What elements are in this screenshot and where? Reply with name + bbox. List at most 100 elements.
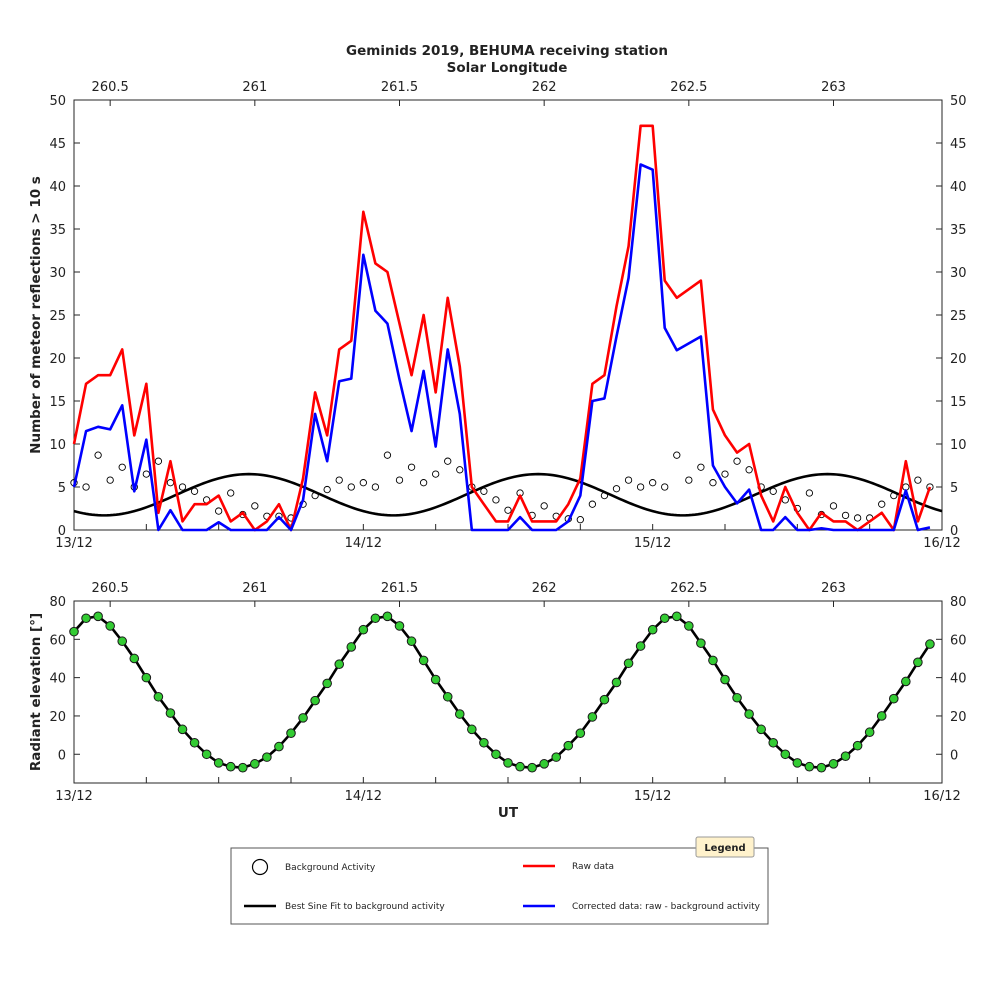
radiant-elevation-marker bbox=[81, 613, 91, 624]
radiant-elevation-marker bbox=[901, 676, 911, 687]
background-activity-marker bbox=[661, 483, 669, 491]
background-activity-marker bbox=[407, 463, 416, 471]
background-activity-markers bbox=[70, 451, 934, 524]
elev-date-tick-label: 13/12 bbox=[55, 789, 92, 804]
background-activity-marker bbox=[359, 479, 367, 487]
y-tick-label-left: 35 bbox=[49, 223, 66, 238]
y-tick-label-left: 15 bbox=[49, 395, 66, 410]
background-activity-marker bbox=[456, 466, 464, 474]
background-activity-marker bbox=[636, 483, 645, 491]
legend-title-badge bbox=[695, 836, 755, 858]
radiant-elevation-marker bbox=[792, 758, 803, 768]
elev-date-tick-label: 15/12 bbox=[634, 789, 671, 804]
background-activity-marker bbox=[781, 496, 789, 504]
y-tick-label-right: 0 bbox=[950, 524, 958, 539]
bottom-x-axis-label: UT bbox=[498, 805, 519, 821]
radiant-elevation-marker bbox=[382, 611, 393, 622]
date-tick-label: 13/12 bbox=[55, 536, 92, 551]
y-tick-label-left: 45 bbox=[49, 137, 66, 152]
background-activity-marker bbox=[492, 496, 500, 504]
legend: Legend Background Activity Raw data Best… bbox=[230, 836, 769, 925]
radiant-elevation-marker bbox=[840, 751, 851, 761]
background-activity-marker bbox=[347, 483, 355, 491]
background-activity-marker bbox=[395, 476, 404, 484]
radiant-elevation-marker bbox=[418, 655, 429, 666]
radiant-elevation-marker bbox=[913, 657, 923, 668]
raw-data-line bbox=[72, 124, 932, 532]
top-plot-ticks: 0 0 5 5 10 10 15 15 20 20 25 25 30 30 35 35 40 40 45 45 50 50… bbox=[49, 80, 966, 551]
radiant-elevation-marker bbox=[647, 624, 658, 635]
radiant-elevation-marker bbox=[165, 708, 176, 718]
y-tick-label-right: 35 bbox=[950, 223, 967, 238]
radiant-elevation-marker bbox=[93, 611, 103, 622]
elev-solar-tick-label: 262 bbox=[532, 581, 557, 596]
radiant-elevation-marker bbox=[286, 728, 296, 738]
radiant-elevation-marker bbox=[334, 659, 345, 670]
y-tick-label-right: 20 bbox=[950, 352, 967, 367]
legend-corrected-label: Corrected data: raw - background activit… bbox=[572, 902, 761, 912]
radiant-elevation-marker bbox=[201, 749, 212, 760]
radiant-elevation-marker bbox=[599, 694, 610, 705]
background-activity-marker bbox=[335, 476, 343, 484]
elev-y-tick-label-left: 40 bbox=[49, 672, 66, 687]
radiant-elevation-marker bbox=[659, 613, 670, 624]
radiant-elevation-marker bbox=[768, 737, 779, 748]
solar-longitude-tick-label: 261 bbox=[242, 80, 267, 95]
solar-longitude-tick-label: 261.5 bbox=[381, 80, 418, 95]
radiant-elevation-marker bbox=[467, 724, 477, 735]
y-tick-label-right: 10 bbox=[950, 438, 967, 453]
background-activity-marker bbox=[588, 500, 597, 508]
radiant-elevation-marker bbox=[129, 653, 140, 664]
y-tick-label-left: 40 bbox=[49, 180, 66, 195]
radiant-elevation-marker bbox=[322, 678, 332, 689]
background-activity-marker bbox=[612, 485, 621, 493]
radiant-elevation-marker bbox=[69, 626, 79, 637]
radiant-elevation-marker bbox=[575, 728, 586, 738]
background-activity-marker bbox=[227, 489, 235, 497]
radiant-elevation-marker bbox=[635, 641, 646, 651]
radiant-elevation-marker bbox=[177, 724, 188, 735]
radiant-elevation-marker bbox=[708, 655, 718, 666]
y-tick-label-left: 20 bbox=[49, 352, 66, 367]
background-activity-marker bbox=[444, 457, 452, 465]
radiant-elevation-marker bbox=[539, 759, 549, 769]
radiant-elevation-marker bbox=[816, 762, 827, 773]
background-activity-marker bbox=[673, 451, 681, 459]
radiant-elevation-marker bbox=[358, 624, 369, 635]
radiant-elevation-marker bbox=[370, 613, 381, 624]
radiant-elevation-marker bbox=[442, 691, 453, 702]
radiant-elevation-marker bbox=[780, 749, 791, 760]
background-activity-marker bbox=[166, 479, 175, 487]
solar-longitude-tick-label: 260.5 bbox=[92, 80, 129, 95]
background-activity-marker bbox=[94, 451, 102, 459]
radiant-elevation-marker bbox=[563, 740, 574, 751]
y-tick-label-right: 30 bbox=[950, 266, 967, 281]
date-tick-label: 16/12 bbox=[923, 536, 960, 551]
radiant-elevation-marker bbox=[888, 693, 899, 704]
y-tick-label-right: 50 bbox=[950, 94, 967, 109]
radiant-elevation-marker bbox=[503, 758, 513, 768]
elev-solar-tick-label: 263 bbox=[821, 581, 846, 596]
elev-y-tick-label-left: 60 bbox=[49, 633, 66, 648]
background-activity-marker bbox=[275, 512, 283, 520]
background-activity-marker bbox=[178, 483, 187, 491]
radiant-elevation-marker bbox=[925, 639, 935, 649]
y-tick-label-right: 45 bbox=[950, 137, 967, 152]
radiant-elevation-marker bbox=[153, 691, 164, 702]
radiant-elevation-marker bbox=[491, 749, 501, 760]
date-tick-label: 15/12 bbox=[634, 536, 671, 551]
radiant-elevation-marker bbox=[406, 636, 417, 647]
background-activity-marker bbox=[540, 502, 548, 510]
bottom-plot-ticks: 0 0 20 20 40 40 60 60 80 80 260.5 261 261.5 262 262.5 2… bbox=[49, 581, 966, 804]
radiant-elevation-marker bbox=[732, 692, 742, 703]
background-activity-marker bbox=[251, 502, 259, 510]
radiant-elevation-marker bbox=[720, 674, 730, 685]
radiant-elevation-marker bbox=[623, 658, 634, 669]
elev-y-tick-label-left: 20 bbox=[49, 710, 66, 725]
legend-title: Legend bbox=[704, 843, 745, 854]
radiant-elevation-marker bbox=[454, 709, 465, 719]
background-activity-marker bbox=[805, 489, 814, 497]
y-tick-label-left: 5 bbox=[58, 481, 66, 496]
background-activity-marker bbox=[914, 476, 922, 484]
radiant-elevation-marker bbox=[310, 695, 320, 706]
